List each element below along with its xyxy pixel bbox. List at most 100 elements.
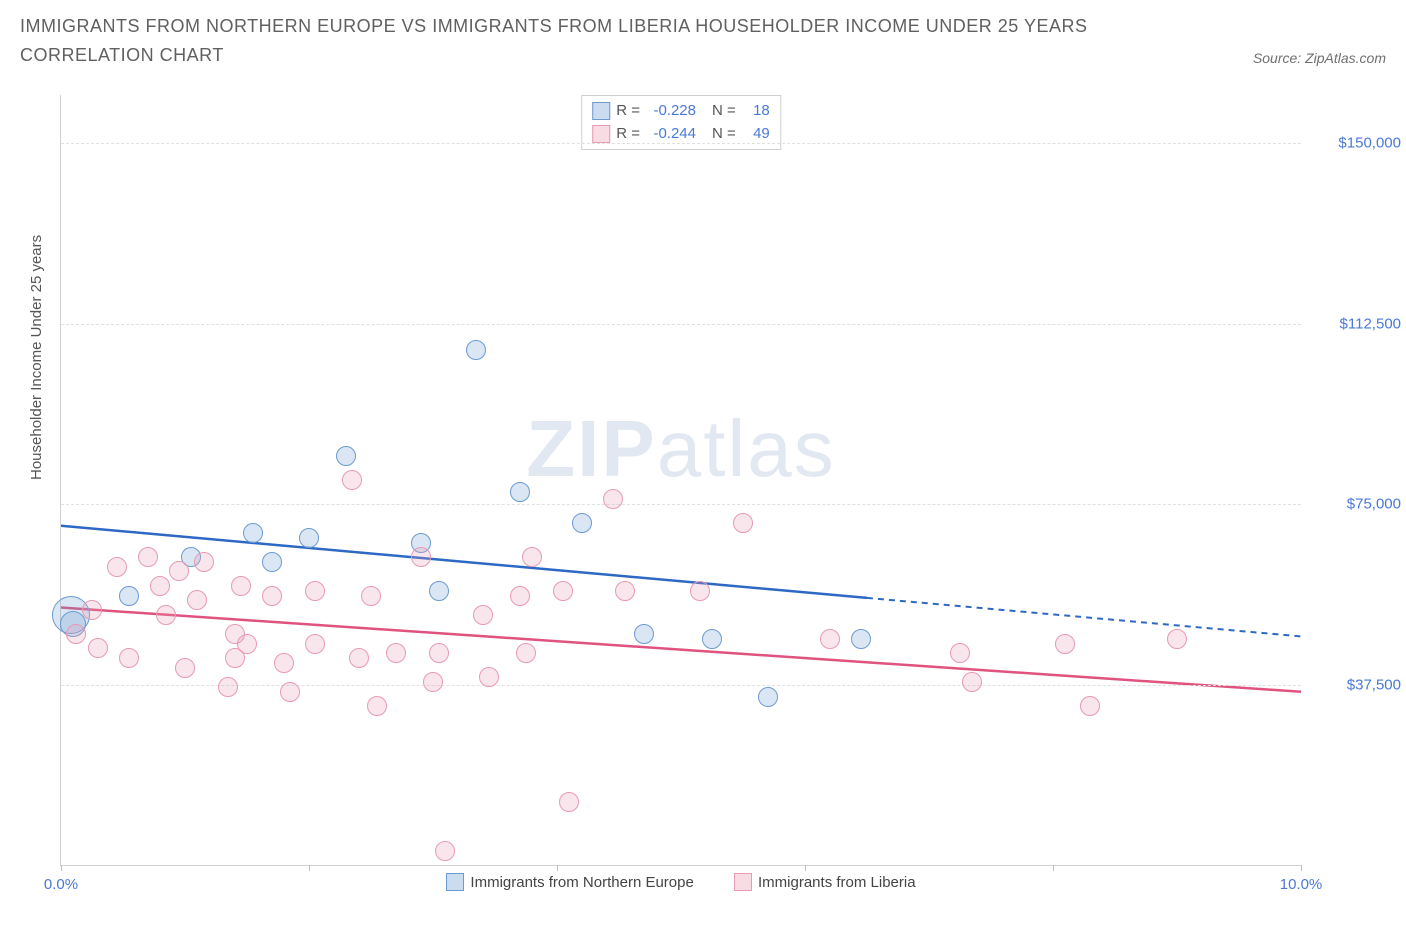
data-point (361, 586, 381, 606)
data-point (429, 581, 449, 601)
x-tick (309, 865, 310, 871)
data-point (553, 581, 573, 601)
data-point (962, 672, 982, 692)
data-point (522, 547, 542, 567)
data-point (194, 552, 214, 572)
data-point (429, 643, 449, 663)
stat-r-label: R = (616, 100, 640, 123)
data-point (342, 470, 362, 490)
stat-n-1: 49 (742, 123, 770, 146)
data-point (262, 586, 282, 606)
data-point (305, 581, 325, 601)
stat-r-1: -0.244 (646, 123, 696, 146)
scatter-plot: ZIPatlas R = -0.228 N = 18 R = -0.244 N … (60, 95, 1301, 866)
data-point (473, 605, 493, 625)
legend-swatch-1 (734, 873, 752, 891)
data-point (119, 586, 139, 606)
data-point (138, 547, 158, 567)
data-point (435, 841, 455, 861)
data-point (559, 792, 579, 812)
data-point (411, 547, 431, 567)
data-point (367, 696, 387, 716)
gridline-h (61, 504, 1301, 505)
x-tick (805, 865, 806, 871)
data-point (479, 667, 499, 687)
y-tick-label: $112,500 (1311, 315, 1401, 332)
data-point (299, 528, 319, 548)
data-point (175, 658, 195, 678)
legend-swatch-0 (446, 873, 464, 891)
watermark-text-b: atlas (657, 404, 836, 493)
data-point (386, 643, 406, 663)
stat-n-label: N = (712, 123, 736, 146)
gridline-h (61, 324, 1301, 325)
trend-lines-layer (61, 95, 1301, 865)
x-tick (1053, 865, 1054, 871)
data-point (66, 624, 86, 644)
data-point (243, 523, 263, 543)
data-point (262, 552, 282, 572)
stat-n-label: N = (712, 100, 736, 123)
data-point (280, 682, 300, 702)
legend-item-0: Immigrants from Northern Europe (446, 873, 693, 891)
x-tick-label: 0.0% (44, 876, 78, 893)
y-axis-label: Householder Income Under 25 years (28, 235, 45, 480)
data-point (423, 672, 443, 692)
x-tick (557, 865, 558, 871)
data-point (119, 648, 139, 668)
y-tick-label: $150,000 (1311, 135, 1401, 152)
swatch-series-0 (592, 102, 610, 120)
y-tick-label: $75,000 (1311, 496, 1401, 513)
stat-r-0: -0.228 (646, 100, 696, 123)
legend-item-1: Immigrants from Liberia (734, 873, 916, 891)
data-point (150, 576, 170, 596)
swatch-series-1 (592, 125, 610, 143)
data-point (702, 629, 722, 649)
data-point (169, 561, 189, 581)
data-point (187, 590, 207, 610)
data-point (950, 643, 970, 663)
data-point (603, 489, 623, 509)
legend-label-0: Immigrants from Northern Europe (470, 874, 693, 891)
data-point (336, 446, 356, 466)
watermark: ZIPatlas (526, 403, 835, 495)
data-point (274, 653, 294, 673)
data-point (88, 638, 108, 658)
chart-title: IMMIGRANTS FROM NORTHERN EUROPE VS IMMIG… (20, 12, 1206, 70)
data-point (758, 687, 778, 707)
data-point (156, 605, 176, 625)
data-point (851, 629, 871, 649)
data-point (1080, 696, 1100, 716)
data-point (82, 600, 102, 620)
x-tick (1301, 865, 1302, 871)
data-point (510, 586, 530, 606)
x-tick-label: 10.0% (1280, 876, 1323, 893)
stats-row-1: R = -0.244 N = 49 (592, 123, 770, 146)
series-legend: Immigrants from Northern Europe Immigran… (61, 873, 1301, 895)
data-point (1055, 634, 1075, 654)
stats-legend: R = -0.228 N = 18 R = -0.244 N = 49 (581, 95, 781, 150)
gridline-h (61, 685, 1301, 686)
data-point (107, 557, 127, 577)
x-tick (61, 865, 62, 871)
gridline-h (61, 143, 1301, 144)
legend-label-1: Immigrants from Liberia (758, 874, 916, 891)
source-attribution: Source: ZipAtlas.com (1253, 50, 1386, 66)
data-point (237, 634, 257, 654)
data-point (516, 643, 536, 663)
data-point (690, 581, 710, 601)
data-point (1167, 629, 1187, 649)
data-point (305, 634, 325, 654)
data-point (615, 581, 635, 601)
data-point (820, 629, 840, 649)
stat-r-label: R = (616, 123, 640, 146)
data-point (733, 513, 753, 533)
data-point (466, 340, 486, 360)
stat-n-0: 18 (742, 100, 770, 123)
stats-row-0: R = -0.228 N = 18 (592, 100, 770, 123)
data-point (349, 648, 369, 668)
y-tick-label: $37,500 (1311, 676, 1401, 693)
data-point (510, 482, 530, 502)
data-point (231, 576, 251, 596)
data-point (218, 677, 238, 697)
